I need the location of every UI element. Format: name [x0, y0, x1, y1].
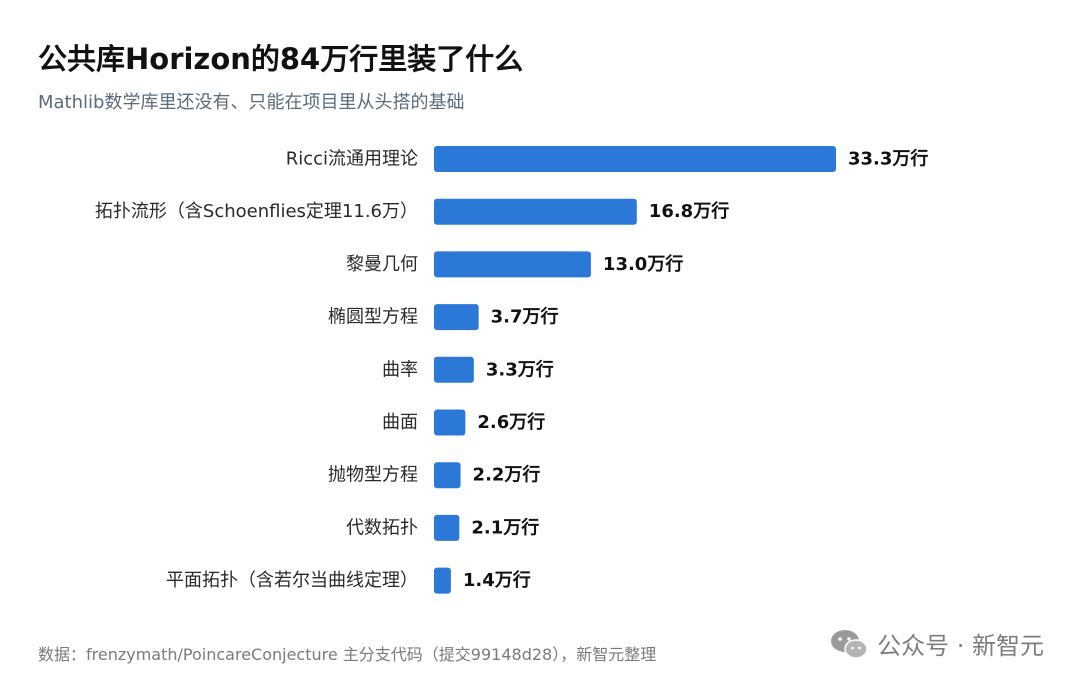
value-label: 2.1万行 [471, 516, 539, 538]
watermark: 公众号 · 新智元 [829, 626, 1044, 661]
category-label: 曲面 [382, 412, 418, 433]
value-label: 1.4万行 [463, 569, 531, 591]
wechat-icon [831, 629, 868, 659]
value-label: 16.8万行 [649, 200, 729, 222]
bar [434, 304, 479, 331]
bar [434, 356, 474, 383]
bar [434, 409, 466, 436]
value-label: 33.3万行 [848, 148, 928, 170]
bar [434, 251, 591, 278]
bar [434, 146, 836, 172]
category-label: 代数拓扑 [346, 517, 418, 538]
chart-title: 公共库Horizon的84万行里装了什么 [38, 42, 524, 76]
value-label: 13.0万行 [603, 253, 683, 275]
watermark-text: 公众号 · 新智元 [877, 632, 1044, 660]
category-label: 曲率 [382, 359, 418, 380]
value-label: 3.3万行 [486, 358, 554, 380]
category-label: 黎曼几何 [346, 254, 418, 275]
bar [434, 462, 461, 489]
value-label: 2.2万行 [473, 464, 541, 486]
chart-subtitle: Mathlib数学库里还没有、只能在项目里从头搭的基础 [38, 92, 465, 113]
value-label: 3.7万行 [491, 306, 559, 328]
category-label: 平面拓扑（含若尔当曲线定理） [166, 570, 418, 591]
category-label: 抛物型方程 [328, 465, 418, 486]
bar [434, 567, 451, 594]
bar [434, 514, 460, 541]
value-label: 2.6万行 [477, 411, 545, 433]
category-label: Ricci流通用理论 [286, 149, 418, 170]
source-note: 数据：frenzymath/PoincareConjecture 主分支代码（提… [38, 645, 657, 664]
bar [434, 198, 637, 225]
category-label: 椭圆型方程 [328, 307, 418, 328]
bar-chart: Ricci流通用理论 33.3万行拓扑流形（含Schoenflies定理11.6万… [95, 146, 928, 594]
category-label: 拓扑流形（含Schoenflies定理11.6万） [95, 201, 418, 222]
